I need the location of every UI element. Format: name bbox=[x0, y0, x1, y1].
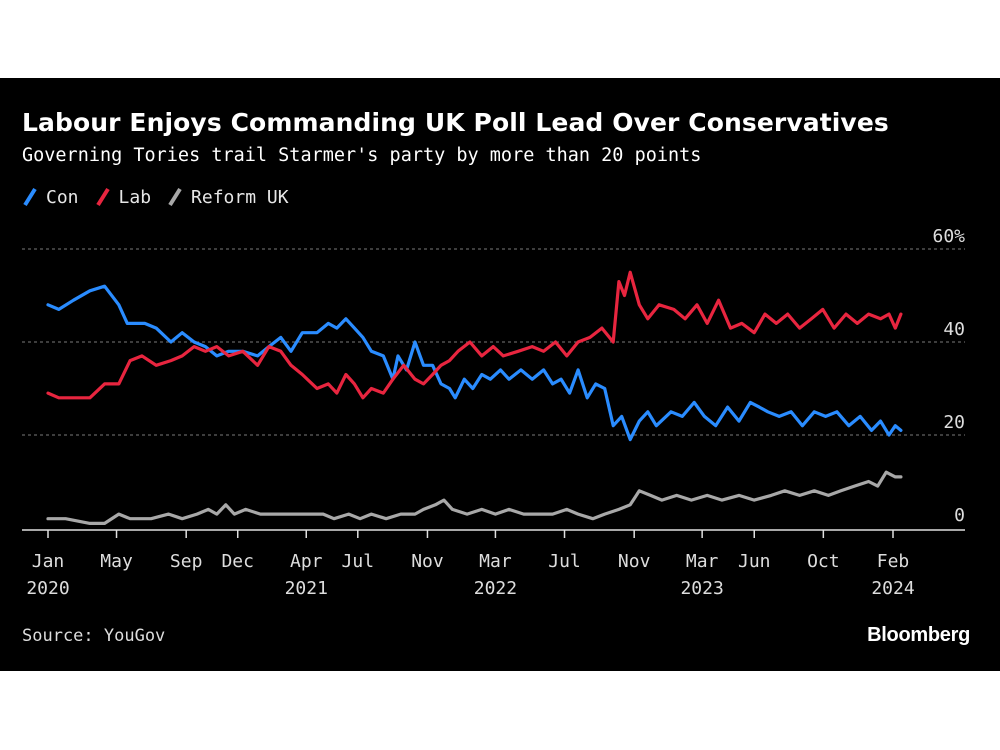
line-chart: 60% 40 20 0 Jan 2020 May Sep Dec Apr 2021 Jul Nov Ma… bbox=[22, 226, 965, 599]
y-tick-label: 0 bbox=[954, 505, 965, 526]
series-line-reform-uk bbox=[46, 470, 903, 525]
legend-item-lab: Lab bbox=[95, 186, 152, 208]
y-axis-ticks: 60% 40 20 0 bbox=[932, 226, 965, 526]
legend-swatch-lab bbox=[95, 187, 110, 207]
bloomberg-logo: Bloomberg bbox=[867, 624, 970, 646]
x-axis-ticks: Jan 2020 May Sep Dec Apr 2021 Jul Nov Mar 2022 Jul N… bbox=[22, 529, 965, 599]
x-tick-label: Feb bbox=[877, 551, 910, 572]
y-tick-label: 40 bbox=[943, 319, 965, 340]
y-tick-label: 60% bbox=[932, 226, 965, 247]
x-tick-label: Mar bbox=[479, 551, 512, 572]
x-tick-label: Apr bbox=[290, 551, 323, 572]
x-tick-label: Nov bbox=[411, 551, 444, 572]
x-tick-year-label: 2023 bbox=[680, 578, 723, 599]
x-tick-label: Jan bbox=[32, 551, 65, 572]
chart-legend: Con Lab Reform UK bbox=[22, 186, 305, 208]
legend-swatch-reform-uk bbox=[168, 187, 182, 207]
legend-label-con: Con bbox=[46, 186, 79, 208]
x-tick-year-label: 2020 bbox=[26, 578, 69, 599]
legend-label-lab: Lab bbox=[118, 186, 152, 208]
x-tick-label: Sep bbox=[170, 551, 203, 572]
chart-title: Labour Enjoys Commanding UK Poll Lead Ov… bbox=[22, 108, 889, 137]
x-tick-label: May bbox=[100, 551, 133, 572]
series-line-con bbox=[46, 284, 903, 442]
chart-card: Labour Enjoys Commanding UK Poll Lead Ov… bbox=[0, 78, 1000, 671]
chart-subtitle: Governing Tories trail Starmer's party b… bbox=[22, 145, 702, 166]
x-tick-label: Nov bbox=[618, 551, 651, 572]
x-tick-label: Mar bbox=[686, 551, 719, 572]
y-tick-label: 20 bbox=[943, 412, 965, 433]
x-tick-label: Oct bbox=[807, 551, 840, 572]
x-tick-label: Jun bbox=[738, 551, 771, 572]
x-tick-year-label: 2021 bbox=[285, 578, 328, 599]
x-tick-year-label: 2024 bbox=[871, 578, 914, 599]
gridlines bbox=[22, 248, 965, 436]
x-tick-year-label: 2022 bbox=[474, 578, 517, 599]
x-tick-label: Jul bbox=[548, 551, 581, 572]
series-lines bbox=[46, 270, 903, 525]
legend-item-con: Con bbox=[22, 186, 79, 208]
series-line-lab bbox=[46, 270, 903, 400]
legend-item-reform-uk: Reform UK bbox=[167, 186, 289, 208]
x-tick-label: Jul bbox=[342, 551, 375, 572]
legend-swatch-con bbox=[23, 187, 37, 207]
x-tick-label: Dec bbox=[221, 551, 254, 572]
legend-label-reform-uk: Reform UK bbox=[191, 186, 289, 208]
source-note: Source: YouGov bbox=[22, 626, 166, 646]
